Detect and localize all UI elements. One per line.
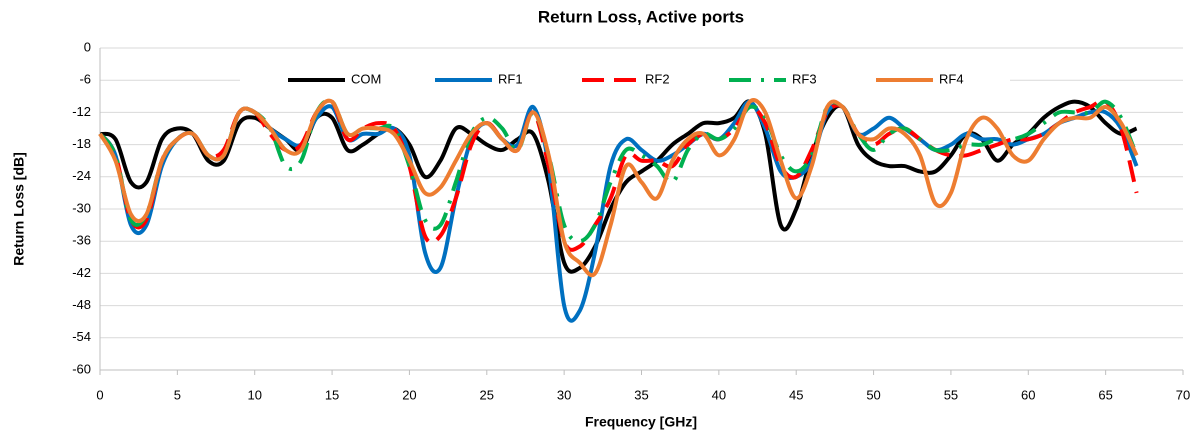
y-tick-label: -48 — [72, 297, 91, 312]
x-tick-label: 45 — [789, 387, 803, 402]
legend-label: RF1 — [498, 71, 523, 86]
x-tick-label: 50 — [866, 387, 880, 402]
legend-label: COM — [351, 71, 381, 86]
series-line — [98, 98, 1139, 278]
y-tick-label: 0 — [84, 39, 91, 54]
x-tick-label: 25 — [480, 387, 494, 402]
series-line — [98, 99, 1139, 323]
x-tick-label: 30 — [557, 387, 571, 402]
x-axis-title: Frequency [GHz] — [585, 414, 697, 430]
series-line — [98, 98, 1139, 252]
y-tick-label: -36 — [72, 233, 91, 248]
y-axis-title: Return Loss [dB] — [11, 152, 27, 266]
x-tick-label: 0 — [96, 387, 103, 402]
legend-label: RF2 — [645, 71, 670, 86]
legend-label: RF3 — [792, 71, 817, 86]
x-tick-label: 15 — [325, 387, 339, 402]
y-tick-label: -60 — [72, 361, 91, 376]
legend-label: RF4 — [939, 71, 964, 86]
x-tick-label: 55 — [944, 387, 958, 402]
y-tick-label: -30 — [72, 200, 91, 215]
x-tick-label: 60 — [1021, 387, 1035, 402]
y-tick-label: -6 — [79, 72, 91, 87]
y-tick-label: -54 — [72, 329, 91, 344]
x-tick-label: 20 — [402, 387, 416, 402]
x-tick-label: 40 — [712, 387, 726, 402]
y-tick-label: -42 — [72, 265, 91, 280]
x-tick-label: 10 — [247, 387, 261, 402]
x-tick-label: 65 — [1098, 387, 1112, 402]
x-tick-label: 5 — [174, 387, 181, 402]
chart-title: Return Loss, Active ports — [538, 7, 744, 26]
x-tick-label: 70 — [1176, 387, 1190, 402]
y-tick-label: -18 — [72, 136, 91, 151]
y-tick-label: -12 — [72, 104, 91, 119]
y-tick-label: -24 — [72, 168, 91, 183]
x-tick-label: 35 — [634, 387, 648, 402]
